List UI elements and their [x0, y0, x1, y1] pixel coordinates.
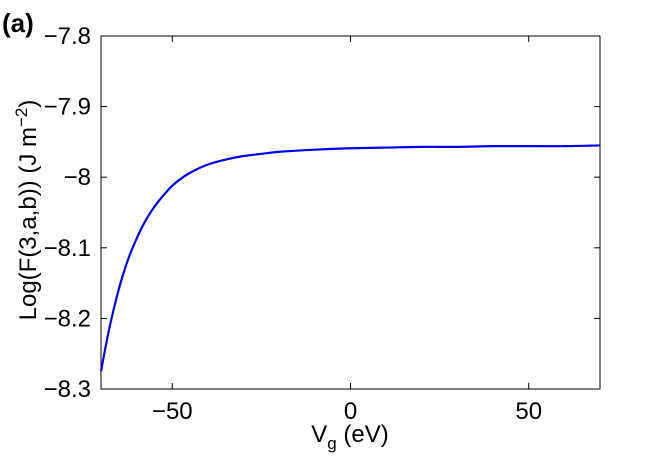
y-axis-label: Log(F(3,a,b)) (J m−2) [12, 100, 42, 321]
x-axis-label-rest: (eV) [337, 421, 389, 448]
y-tick-label: −7.8 [44, 23, 91, 50]
y-tick-label: −8 [64, 164, 91, 191]
x-tick-label: 0 [344, 398, 357, 425]
y-axis-label-rest: ) [15, 100, 42, 108]
y-tick-label: −8.1 [44, 235, 91, 262]
y-axis-label-main: Log(F(3,a,b)) (J m [15, 127, 42, 320]
panel-label: (a) [2, 8, 34, 38]
tick-labels: −50 0 50 −7.8 −7.9 −8 −8.1 −8.2 −8.3 [44, 23, 542, 425]
x-axis-label-sub: g [327, 434, 336, 453]
series-line [99, 144, 601, 372]
x-axis-label-main: V [311, 421, 327, 448]
y-tick-label: −8.3 [44, 376, 91, 403]
x-tick-label: −50 [152, 398, 193, 425]
y-tick-label: −8.2 [44, 305, 91, 332]
tick-marks [101, 35, 600, 390]
y-axis-label-sup: −2 [12, 108, 31, 127]
y-tick-label: −7.9 [44, 94, 91, 121]
x-axis-label: Vg (eV) [311, 421, 389, 453]
plot-area [100, 35, 601, 390]
x-tick-label: 50 [515, 398, 542, 425]
